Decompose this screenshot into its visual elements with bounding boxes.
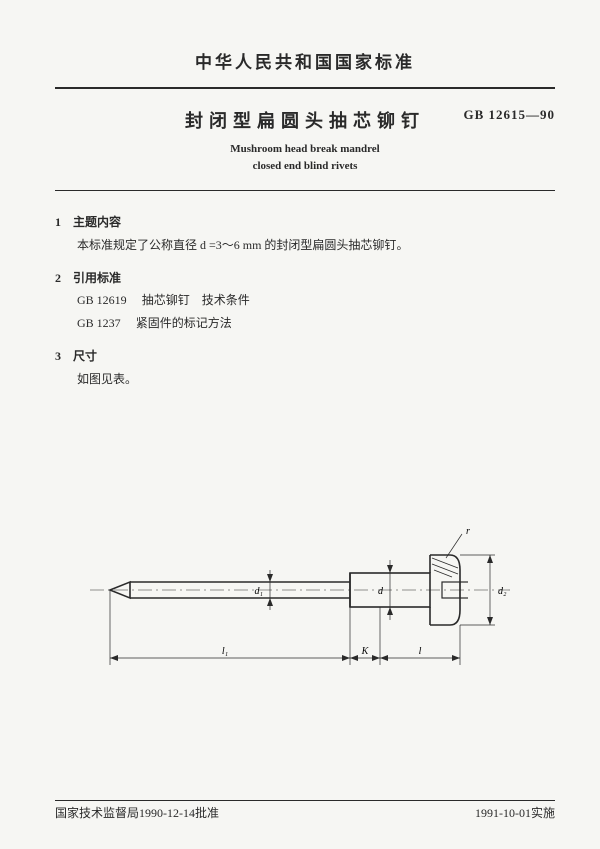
ref-title: 抽芯铆钉 技术条件: [142, 293, 250, 307]
ref-code: GB 1237: [77, 316, 121, 330]
standard-code: GB 12615—90: [463, 107, 555, 123]
section-1-para: 本标准规定了公称直径 d =3～6 mm 的封闭型扁圆头抽芯铆钉。: [55, 234, 555, 257]
dim-label-d2: d₂: [498, 586, 507, 597]
ref-row-1: GB 1237 紧固件的标记方法: [55, 312, 555, 335]
section-1-heading: 1 主题内容: [55, 211, 555, 234]
section-2-heading: 2 引用标准: [55, 267, 555, 290]
title-en-line2: closed end blind rivets: [55, 158, 555, 175]
footer-rule: [55, 800, 555, 801]
body-text: 1 主题内容 本标准规定了公称直径 d =3～6 mm 的封闭型扁圆头抽芯铆钉。…: [55, 211, 555, 391]
title-en-line1: Mushroom head break mandrel: [55, 141, 555, 158]
footer-effective: 1991-10-01实施: [475, 804, 555, 821]
rule-top: [55, 87, 555, 89]
footer: 国家技术监督局1990-12-14批准 1991-10-01实施: [55, 804, 555, 821]
rule-under-title: [55, 190, 555, 191]
title-row: 封闭型扁圆头抽芯铆钉 GB 12615—90: [55, 107, 555, 133]
ref-code: GB 12619: [77, 293, 127, 307]
rivet-diagram: r l₁ K l d₁: [90, 510, 520, 690]
dim-label-K: K: [361, 646, 370, 657]
dim-label-d1: d₁: [255, 586, 263, 597]
dim-label-r: r: [466, 526, 470, 537]
ref-row-0: GB 12619 抽芯铆钉 技术条件: [55, 289, 555, 312]
national-standard-header: 中华人民共和国国家标准: [55, 48, 555, 73]
footer-approved: 国家技术监督局1990-12-14批准: [55, 804, 219, 821]
dim-label-l1: l₁: [222, 646, 228, 657]
section-3-heading: 3 尺寸: [55, 345, 555, 368]
dim-label-l: l: [419, 646, 422, 657]
document-page: 中华人民共和国国家标准 封闭型扁圆头抽芯铆钉 GB 12615—90 Mushr…: [0, 0, 600, 849]
title-chinese: 封闭型扁圆头抽芯铆钉: [185, 111, 425, 131]
section-3-para: 如图见表。: [55, 368, 555, 391]
dim-label-d: d: [378, 586, 384, 597]
ref-title: 紧固件的标记方法: [136, 316, 232, 330]
title-english: Mushroom head break mandrel closed end b…: [55, 141, 555, 174]
